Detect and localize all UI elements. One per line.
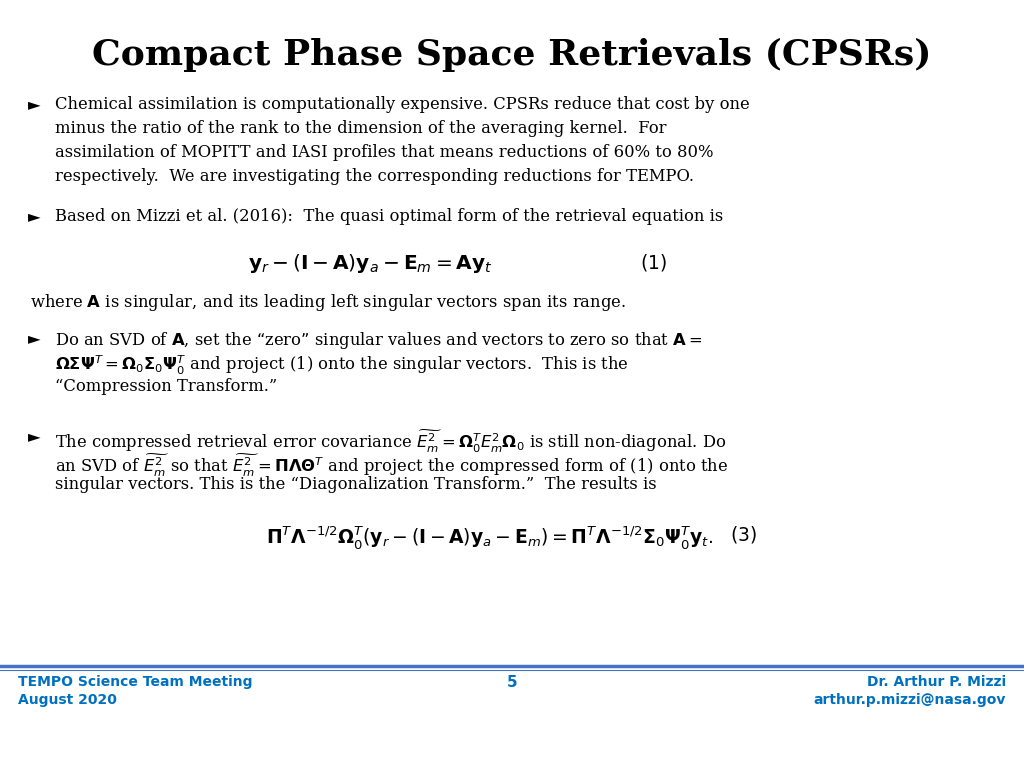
Text: Compact Phase Space Retrievals (CPSRs): Compact Phase Space Retrievals (CPSRs) bbox=[92, 38, 932, 72]
Text: assimilation of MOPITT and IASI profiles that means reductions of 60% to 80%: assimilation of MOPITT and IASI profiles… bbox=[55, 144, 714, 161]
Text: The compressed retrieval error covariance $\widetilde{E^2_m} = \mathbf{\Omega}_0: The compressed retrieval error covarianc… bbox=[55, 428, 726, 455]
Text: where $\mathbf{A}$ is singular, and its leading left singular vectors span its r: where $\mathbf{A}$ is singular, and its … bbox=[30, 292, 626, 313]
Text: $\mathbf{\Omega\Sigma\Psi}^T= \mathbf{\Omega}_0\mathbf{\Sigma}_0\mathbf{\Psi}_0^: $\mathbf{\Omega\Sigma\Psi}^T= \mathbf{\O… bbox=[55, 354, 629, 377]
Text: arthur.p.mizzi@nasa.gov: arthur.p.mizzi@nasa.gov bbox=[814, 693, 1006, 707]
Text: ►: ► bbox=[28, 330, 41, 347]
Text: “Compression Transform.”: “Compression Transform.” bbox=[55, 378, 278, 395]
Text: Dr. Arthur P. Mizzi: Dr. Arthur P. Mizzi bbox=[867, 675, 1006, 689]
Text: $(3)$: $(3)$ bbox=[730, 524, 757, 545]
Text: ►: ► bbox=[28, 208, 41, 225]
Text: August 2020: August 2020 bbox=[18, 693, 117, 707]
Text: singular vectors. This is the “Diagonalization Transform.”  The results is: singular vectors. This is the “Diagonali… bbox=[55, 476, 656, 493]
Text: respectively.  We are investigating the corresponding reductions for TEMPO.: respectively. We are investigating the c… bbox=[55, 168, 694, 185]
Text: $(1)$: $(1)$ bbox=[640, 252, 667, 273]
Text: Based on Mizzi et al. (2016):  The quasi optimal form of the retrieval equation : Based on Mizzi et al. (2016): The quasi … bbox=[55, 208, 723, 225]
Text: 5: 5 bbox=[507, 675, 517, 690]
Text: Chemical assimilation is computationally expensive. CPSRs reduce that cost by on: Chemical assimilation is computationally… bbox=[55, 96, 750, 113]
Text: ►: ► bbox=[28, 96, 41, 113]
Text: $\mathbf{y}_r - (\mathbf{I} - \mathbf{A})\mathbf{y}_a - \mathbf{E}_m = \mathbf{A: $\mathbf{y}_r - (\mathbf{I} - \mathbf{A}… bbox=[248, 252, 493, 275]
Text: Do an SVD of $\mathbf{A}$, set the “zero” singular values and vectors to zero so: Do an SVD of $\mathbf{A}$, set the “zero… bbox=[55, 330, 702, 351]
Text: $\mathbf{\Pi}^T\mathbf{\Lambda}^{-1/2}\mathbf{\Omega}_0^T(\mathbf{y}_r - (\mathb: $\mathbf{\Pi}^T\mathbf{\Lambda}^{-1/2}\m… bbox=[266, 524, 714, 551]
Text: TEMPO Science Team Meeting: TEMPO Science Team Meeting bbox=[18, 675, 253, 689]
Text: minus the ratio of the rank to the dimension of the averaging kernel.  For: minus the ratio of the rank to the dimen… bbox=[55, 120, 667, 137]
Text: ►: ► bbox=[28, 428, 41, 445]
Text: an SVD of $\widetilde{E^2_m}$ so that $\widetilde{E^2_m} = \mathbf{\Pi\Lambda\Th: an SVD of $\widetilde{E^2_m}$ so that $\… bbox=[55, 452, 728, 479]
